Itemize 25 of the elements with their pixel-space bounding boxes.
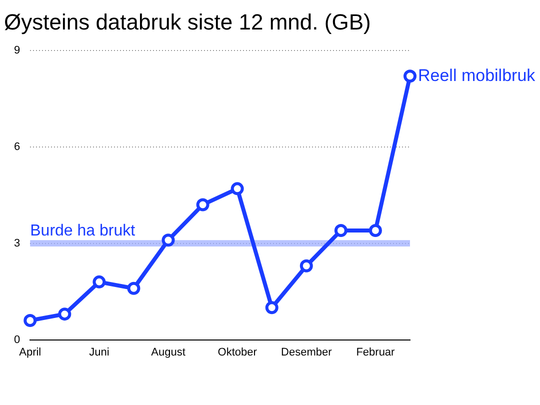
y-tick-label: 9 [14,44,20,56]
point [127,282,140,295]
point [404,70,416,83]
point [196,198,210,212]
x-tick-label: Desember [281,346,332,358]
band-label: Burde ha brukt [30,222,136,240]
x-tick-label: Oktober [218,346,258,358]
point [368,224,382,237]
chart-title: Øysteins databruk siste 12 mnd. (GB) [4,9,371,34]
series-label: Reell mobilbruk [418,66,536,85]
x-tick-label: April [19,346,42,358]
point [162,234,175,247]
point [92,275,106,288]
y-tick-label: 6 [14,140,20,153]
x-tick-label: Juni [89,346,110,358]
point [230,182,244,196]
point [334,224,348,237]
point [300,259,313,272]
x-tick-label: August [151,346,186,358]
point [58,308,72,321]
y-tick-label: 0 [14,334,20,346]
point [24,314,37,328]
point [265,301,278,314]
x-tick-label: Februar [356,346,396,358]
y-tick-label: 3 [14,237,20,250]
